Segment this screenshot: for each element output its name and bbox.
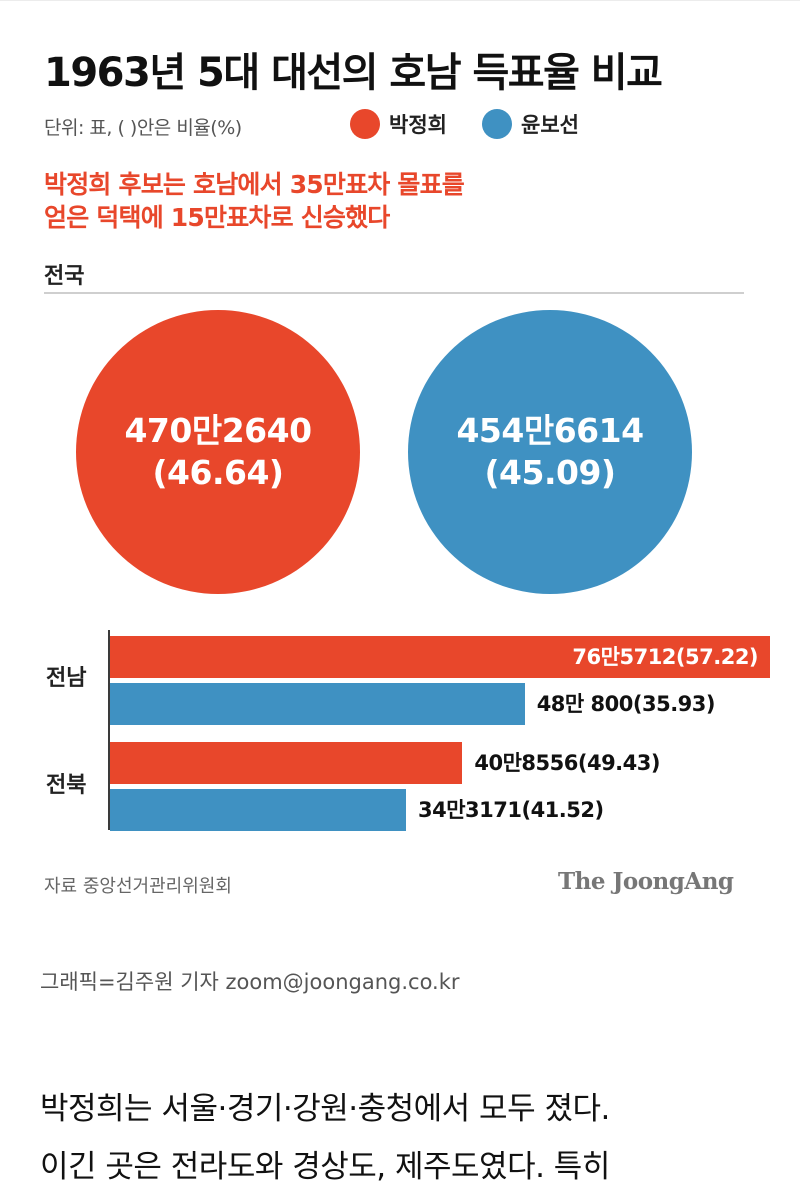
data-label-jeonnam-park: 76만5712(57.22): [572, 645, 759, 669]
national-circle-park: 470만2640 (46.64): [76, 310, 360, 594]
chart-subtitle: 박정희 후보는 호남에서 35만표차 몰표를 얻은 덕택에 15만표차로 신승했…: [44, 168, 724, 234]
article-line: 이긴 곳은 전라도와 경상도, 제주도였다. 특히: [40, 1149, 610, 1185]
bar-axis: [108, 630, 110, 830]
chart-title: 1963년 5대 대선의 호남 득표율 비교: [44, 50, 663, 96]
article-body: 박정희는 서울·경기·강원·충청에서 모두 졌다. 이긴 곳은 전라도와 경상도…: [40, 1080, 760, 1196]
legend-label-yun: 윤보선: [521, 113, 579, 137]
bar-jeonnam-park: [110, 636, 771, 678]
circle-percent: (46.64): [152, 453, 284, 492]
circle-value: 454만6614: [456, 411, 644, 450]
section-label-national: 전국: [44, 264, 85, 289]
publisher-logo: The JoongAng: [558, 868, 734, 895]
data-label-jeonbuk-yun: 34만3171(41.52): [417, 798, 604, 822]
section-divider: [44, 292, 744, 294]
data-label-jeonbuk-park: 40만8556(49.43): [474, 751, 660, 775]
bar-jeonbuk-park: [110, 742, 463, 784]
circle-value: 470만2640: [124, 411, 312, 450]
subtitle-line: 박정희 후보는 호남에서 35만표차 몰표를: [44, 170, 465, 199]
legend-item-yun: 윤보선: [482, 109, 579, 139]
regional-bar-chart: 전남 전북 76만5712(57.22) 48만 800(35.93) 40만855…: [46, 630, 771, 831]
top-border: [0, 0, 800, 6]
category-label-jeonnam: 전남: [46, 666, 87, 691]
legend-swatch-yun: [482, 109, 512, 139]
bar-jeonbuk-yun: [110, 789, 406, 831]
article-line: 박정희는 서울·경기·강원·충청에서 모두 졌다.: [40, 1091, 610, 1127]
graphic-credit: 그래픽=김주원 기자 zoom@joongang.co.kr: [40, 970, 460, 994]
unit-note: 단위: 표, ( )안은 비율(%): [44, 117, 242, 139]
national-circle-yun: 454만6614 (45.09): [408, 310, 692, 594]
bar-jeonnam-yun: [110, 683, 525, 725]
legend-label-park: 박정희: [389, 113, 447, 137]
subtitle-line: 얻은 덕택에 15만표차로 신승했다: [44, 203, 390, 232]
legend-swatch-park: [350, 109, 380, 139]
source-note: 자료 중앙선거관리위원회: [44, 876, 232, 897]
circle-percent: (45.09): [484, 453, 616, 492]
data-label-jeonnam-yun: 48만 800(35.93): [536, 692, 716, 716]
category-label-jeonbuk: 전북: [46, 773, 87, 798]
legend-item-park: 박정희: [350, 109, 447, 139]
